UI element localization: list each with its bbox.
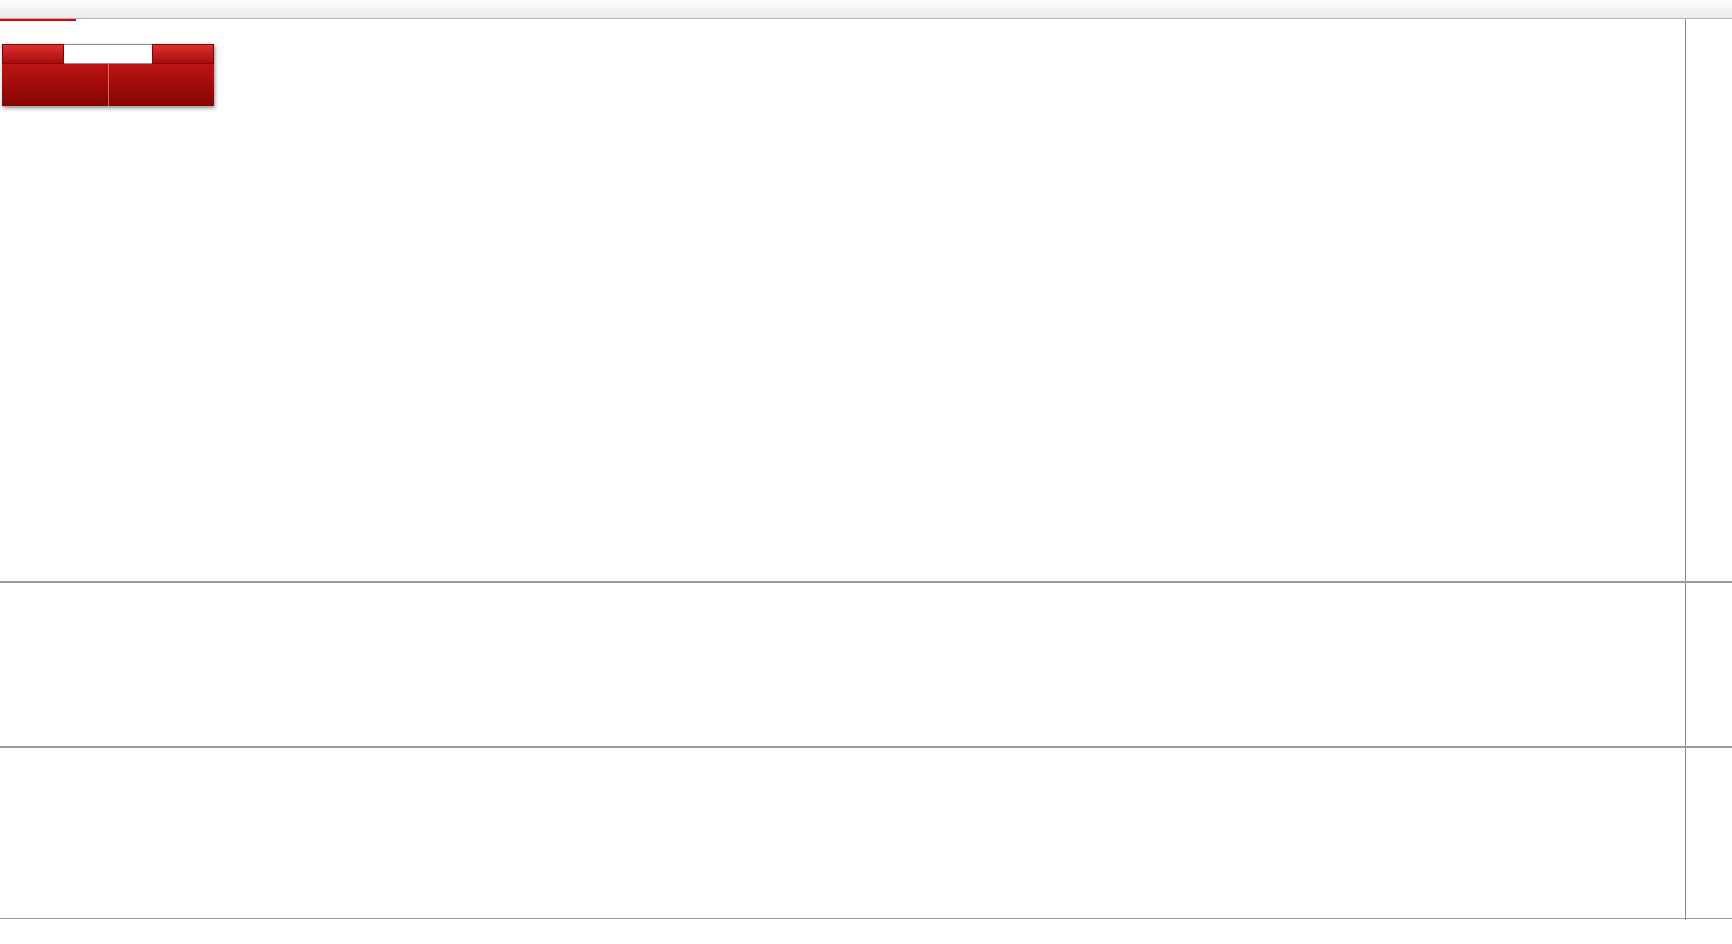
price-axis[interactable] (1685, 0, 1732, 944)
rsi-panel-separator[interactable] (0, 746, 1732, 748)
buy-button[interactable] (152, 44, 214, 64)
sell-button[interactable] (2, 44, 64, 64)
toolbar (0, 0, 1732, 19)
time-axis-separator (0, 918, 1732, 919)
one-click-trading-panel (2, 44, 214, 106)
axis-separator-line (1685, 19, 1686, 920)
price-divider (107, 64, 109, 106)
macd-panel-separator[interactable] (0, 581, 1732, 583)
sell-price-display[interactable] (2, 64, 108, 106)
lot-size-field[interactable] (64, 44, 152, 64)
time-axis[interactable] (0, 920, 1685, 944)
buy-price-display[interactable] (109, 64, 215, 106)
